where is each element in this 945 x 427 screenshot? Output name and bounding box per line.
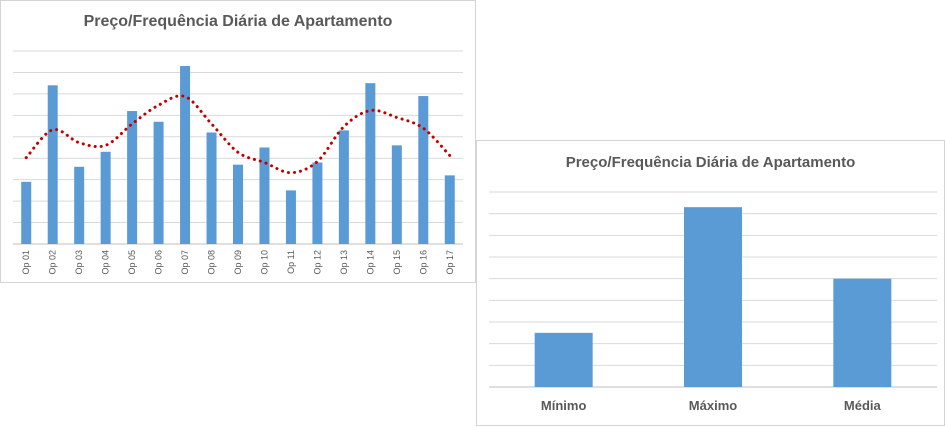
x-tick-label: Op 12 <box>312 250 322 275</box>
x-tick-label: Op 06 <box>154 250 164 275</box>
bar <box>534 332 593 387</box>
x-tick-label: Op 07 <box>180 250 190 275</box>
x-tick-label: Op 17 <box>445 250 455 275</box>
trendline <box>24 94 452 175</box>
x-tick-label: Op 11 <box>286 250 296 274</box>
x-tick-label: Máximo <box>689 398 737 413</box>
bar <box>47 85 58 244</box>
chart-plot-area: Mínimo Máximo Média <box>489 191 937 413</box>
bar <box>365 83 376 245</box>
bar <box>684 207 742 387</box>
bar <box>285 190 296 244</box>
x-tick-label: Op 09 <box>233 250 243 275</box>
x-tick-label: Mínimo <box>541 398 587 413</box>
x-tick-label: Op 02 <box>48 250 58 275</box>
x-tick-label: Média <box>844 398 882 413</box>
chart-plot-area: Op 01 Op 02 Op 03 Op 04 Op 05 Op 06 Op 07 Op 08… <box>13 50 463 275</box>
bar <box>444 175 455 244</box>
chart-daily-price: Preço/Frequência Diária de Apartamento O… <box>0 0 476 283</box>
bar <box>391 145 402 244</box>
x-tick-label: Op 10 <box>259 250 269 275</box>
x-tick-label: Op 08 <box>207 250 217 275</box>
bar <box>206 132 217 244</box>
bar <box>833 278 892 387</box>
x-tick-label: Op 04 <box>101 250 111 275</box>
bar <box>153 121 164 244</box>
x-tick-label: Op 01 <box>21 250 31 275</box>
x-tick-label: Op 13 <box>339 250 349 275</box>
x-tick-label: Op 16 <box>418 250 428 275</box>
chart-title: Preço/Frequência Diária de Apartamento <box>565 154 856 171</box>
x-tick-label: Op 03 <box>74 250 84 275</box>
bar <box>312 162 323 244</box>
bar <box>418 96 429 245</box>
bar <box>127 111 138 245</box>
bar <box>180 66 191 244</box>
bar <box>259 147 270 244</box>
bar <box>338 130 349 244</box>
bar <box>74 166 85 244</box>
x-tick-label: Op 05 <box>127 250 137 275</box>
x-tick-label: Op 14 <box>365 250 375 275</box>
bar <box>21 181 32 244</box>
chart-summary: Preço/Frequência Diária de Apartamento M… <box>476 140 945 426</box>
chart-title: Preço/Frequência Diária de Apartamento <box>83 13 393 30</box>
x-tick-label: Op 15 <box>392 250 402 275</box>
bar <box>100 151 111 244</box>
bar <box>233 164 243 244</box>
